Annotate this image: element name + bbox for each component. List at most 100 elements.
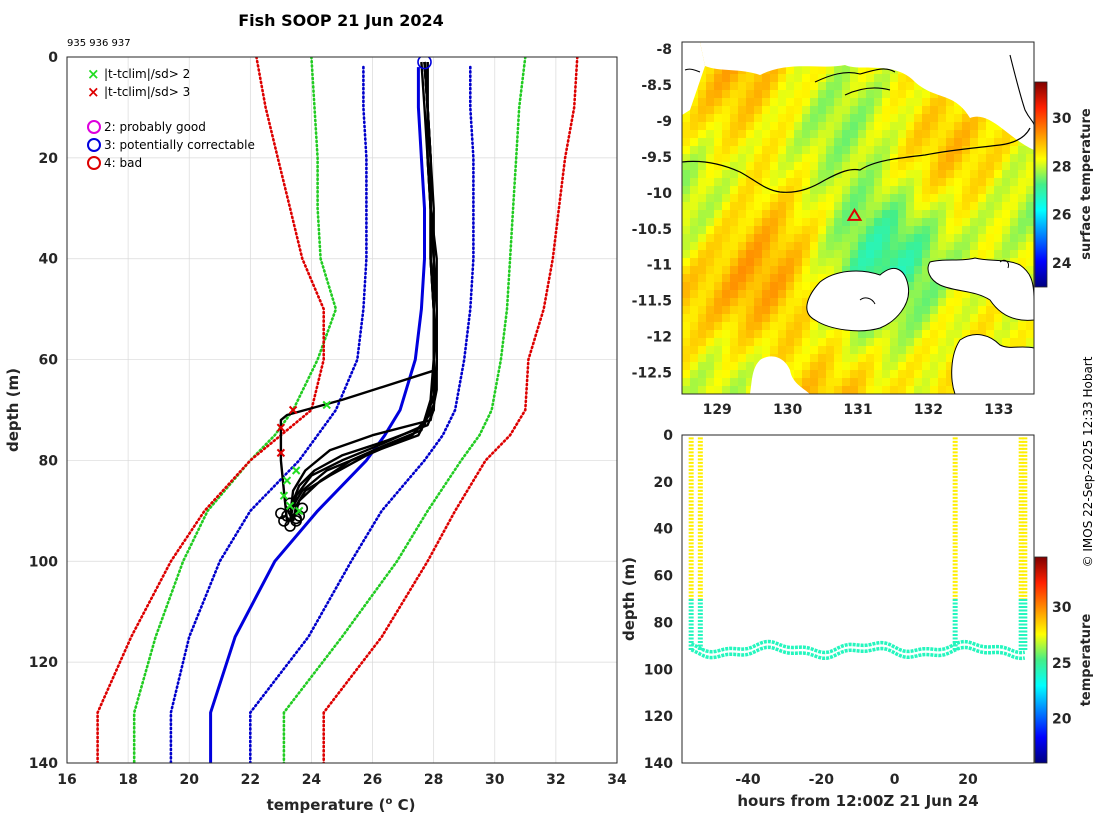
sst-cell (778, 138, 787, 147)
sst-cell (874, 154, 883, 163)
sst-cell (698, 74, 707, 83)
sst-cell (690, 330, 699, 339)
sst-cell (922, 378, 931, 387)
sst-cell (962, 226, 971, 235)
sst-cell (682, 154, 691, 163)
series-clim-minus-1sd (169, 65, 368, 763)
sst-cell (818, 242, 827, 251)
sst-cell (794, 74, 803, 83)
sst-cell (826, 74, 835, 83)
sst-cell (842, 194, 851, 203)
x-tick-label: 16 (57, 772, 76, 788)
sst-cell (754, 90, 763, 99)
sst-cell (786, 114, 795, 123)
sst-cell (754, 194, 763, 203)
sst-cell (722, 386, 731, 394)
sst-cell (874, 194, 883, 203)
sst-cell (874, 186, 883, 195)
map-y-tick-label: -9.5 (641, 150, 672, 166)
sst-cell (682, 370, 691, 379)
sst-cell (906, 98, 915, 107)
sst-cell (786, 170, 795, 179)
sst-cell (1018, 330, 1027, 339)
sst-cell (770, 178, 779, 187)
sst-cell (722, 122, 731, 131)
sst-cell (978, 146, 987, 155)
sst-cell (866, 354, 875, 363)
map-x-tick-label: 130 (773, 402, 802, 418)
sst-cell (850, 354, 859, 363)
sst-cell (906, 122, 915, 131)
sst-cell (714, 130, 723, 139)
sst-cell (794, 170, 803, 179)
sst-cell (706, 154, 715, 163)
sst-cell (762, 202, 771, 211)
sst-cell (922, 338, 931, 347)
sst-cell (898, 338, 907, 347)
sst-cell (1026, 322, 1034, 331)
sst-cell (914, 114, 923, 123)
sst-cell (706, 98, 715, 107)
sst-cell (706, 338, 715, 347)
sst-cell (866, 82, 875, 91)
sst-cell (986, 322, 995, 331)
sst-cell (962, 194, 971, 203)
sst-cell (714, 210, 723, 219)
sst-cell (722, 98, 731, 107)
coast-south-east (927, 257, 1034, 321)
sst-cell (914, 242, 923, 251)
sst-cell (930, 106, 939, 115)
sst-cell (714, 306, 723, 315)
sst-cell (818, 66, 827, 75)
sst-cell (754, 290, 763, 299)
sst-cell (754, 202, 763, 211)
sst-cell (978, 170, 987, 179)
sst-cell (850, 178, 859, 187)
sst-cell (834, 266, 843, 275)
sst-cell (954, 250, 963, 259)
sst-cell (730, 122, 739, 131)
sst-cell (922, 370, 931, 379)
sst-cell (778, 298, 787, 307)
sst-cell (698, 266, 707, 275)
flag-3sd-marker (276, 448, 286, 458)
sst-cell (730, 218, 739, 227)
sst-cell (762, 290, 771, 299)
sst-cell (938, 146, 947, 155)
sst-cell (714, 346, 723, 355)
sst-cell (810, 370, 819, 379)
sst-cell (786, 362, 795, 371)
sst-cell (818, 234, 827, 243)
section-y-tick-label: 0 (663, 428, 673, 444)
sst-cell (826, 82, 835, 91)
sst-cell (930, 186, 939, 195)
sst-cell (922, 274, 931, 283)
sst-cell (818, 258, 827, 267)
sst-cell (714, 282, 723, 291)
sst-cell (930, 242, 939, 251)
sst-cell (738, 210, 747, 219)
sst-cell (746, 362, 755, 371)
sst-cell (802, 90, 811, 99)
sst-cell (762, 98, 771, 107)
sst-cell (978, 218, 987, 227)
sst-cell (1018, 146, 1027, 155)
sst-cell (890, 378, 899, 387)
sst-cell (834, 154, 843, 163)
sst-cell (778, 74, 787, 83)
sst-cell (746, 194, 755, 203)
sst-cell (738, 322, 747, 331)
sst-cell (946, 138, 955, 147)
sst-cell (994, 170, 1003, 179)
sst-cell (946, 250, 955, 259)
sst-cell (994, 146, 1003, 155)
sst-cell (810, 90, 819, 99)
sst-cell (690, 178, 699, 187)
sst-cell (706, 146, 715, 155)
sst-cell (842, 202, 851, 211)
sst-cell (834, 378, 843, 387)
sst-cell (834, 242, 843, 251)
sst-cell (882, 66, 891, 75)
sst-cell (794, 226, 803, 235)
sst-cell (914, 282, 923, 291)
